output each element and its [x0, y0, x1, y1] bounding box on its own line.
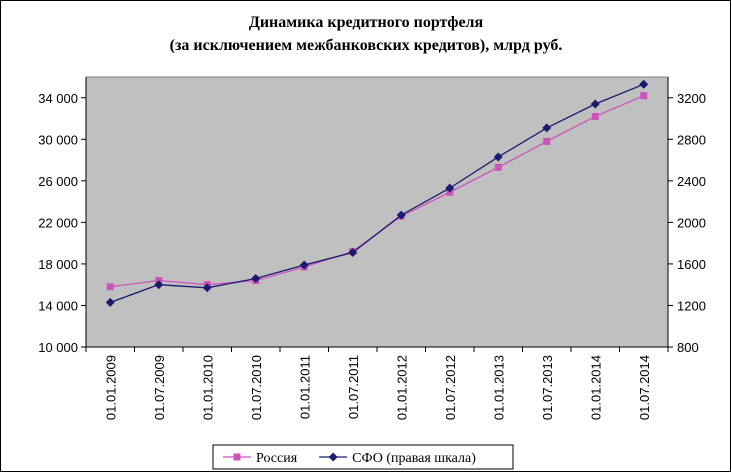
y2-tick-label: 800 — [677, 340, 699, 355]
y2-tick-label: 1600 — [677, 257, 706, 272]
x-tick-label: 01.07.2011 — [346, 355, 361, 419]
point — [493, 152, 503, 162]
legend-label: СФО (правая шкала) — [352, 451, 476, 466]
y-tick-label: 22 000 — [38, 215, 78, 230]
point — [640, 92, 648, 100]
plot-area — [85, 76, 669, 348]
y2-tick-label: 1200 — [677, 298, 706, 313]
x-tick-label: 01.01.2011 — [297, 355, 312, 419]
legend-marker — [233, 453, 241, 461]
y-tick-label: 34 000 — [38, 91, 78, 106]
x-tick-label: 01.07.2010 — [249, 355, 264, 420]
y2-tick-label: 2000 — [677, 215, 706, 230]
legend-marker — [328, 452, 338, 462]
point — [154, 280, 164, 290]
point — [348, 248, 358, 257]
point — [591, 112, 599, 120]
line — [110, 83, 644, 303]
chart-title: (за исключением межбанковских кредитов),… — [170, 37, 563, 54]
y2-tick-label: 3200 — [677, 91, 706, 106]
y-tick-label: 18 000 — [38, 257, 78, 272]
point — [639, 79, 649, 89]
x-tick-label: 01.07.2012 — [443, 355, 458, 420]
point — [396, 210, 406, 220]
point — [251, 273, 261, 283]
x-tick-label: 01.01.2009 — [103, 355, 118, 420]
point — [445, 183, 455, 193]
x-tick-label: 01.07.2013 — [540, 355, 555, 420]
y-tick-label: 26 000 — [38, 174, 78, 189]
x-tick-label: 01.01.2013 — [491, 355, 506, 420]
point — [106, 283, 114, 291]
x-tick-label: 01.01.2014 — [588, 355, 603, 420]
x-tick-label: 01.01.2012 — [394, 355, 409, 420]
point — [494, 163, 502, 171]
y-tick-label: 14 000 — [38, 298, 78, 313]
y-tick-label: 30 000 — [38, 132, 78, 147]
point — [105, 297, 115, 307]
x-tick-label: 01.07.2009 — [152, 355, 167, 420]
y2-tick-label: 2800 — [677, 132, 706, 147]
point — [542, 123, 552, 133]
chart-title: Динамика кредитного портфеля — [249, 14, 484, 31]
y2-tick-label: 2400 — [677, 174, 706, 189]
x-tick-label: 01.07.2014 — [637, 355, 652, 420]
point — [299, 260, 309, 270]
y-tick-label: 10 000 — [38, 340, 78, 355]
legend — [212, 444, 514, 470]
point — [202, 283, 212, 293]
point — [543, 137, 551, 145]
point — [590, 99, 600, 109]
x-tick-label: 01.01.2010 — [200, 355, 215, 420]
legend-label: Россия — [256, 451, 298, 466]
